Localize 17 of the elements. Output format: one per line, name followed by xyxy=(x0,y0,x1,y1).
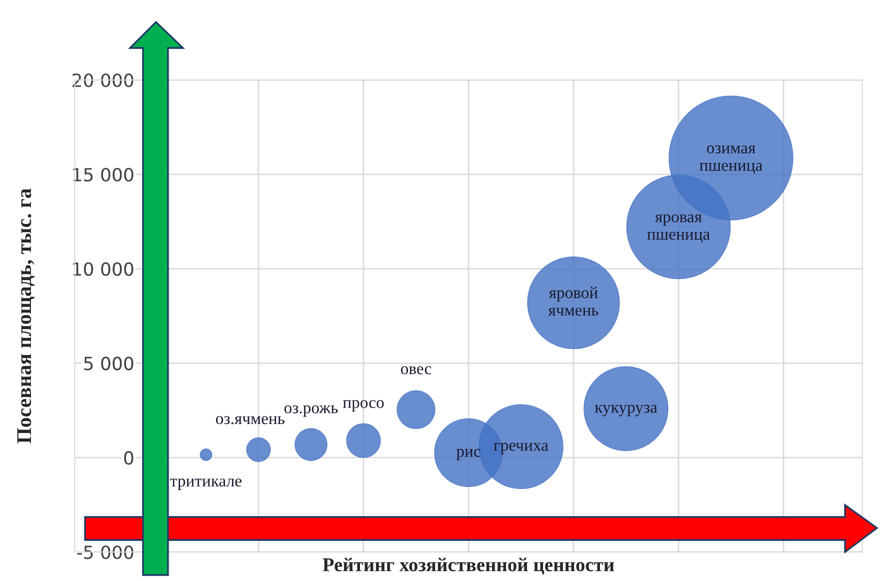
y-axis-title: Посевная площадь, тыс. га xyxy=(17,188,35,444)
series-label: овес xyxy=(400,366,432,374)
y-tick-label: 5 000 xyxy=(84,356,134,370)
series-label: просо xyxy=(342,400,384,412)
y-tick-label: 10 000 xyxy=(73,262,134,276)
x-axis-title: Рейтинг хозяйственной ценности xyxy=(322,558,614,575)
series-label: озимая пшеница xyxy=(700,145,762,174)
series-label: рис xyxy=(456,448,480,460)
series-label: яровая пшеница xyxy=(647,214,710,243)
y-tick-label: 15 000 xyxy=(73,168,134,182)
series-label: оз.ячмень xyxy=(216,416,284,424)
series-label: кукуруза xyxy=(594,404,658,416)
series-label: гречиха xyxy=(494,442,548,454)
y-tick-label: 0 xyxy=(124,451,134,465)
series-label: яровой ячмень xyxy=(548,286,598,316)
series-label: оз.рожь xyxy=(284,405,338,417)
series-label: тритикале xyxy=(170,478,242,490)
